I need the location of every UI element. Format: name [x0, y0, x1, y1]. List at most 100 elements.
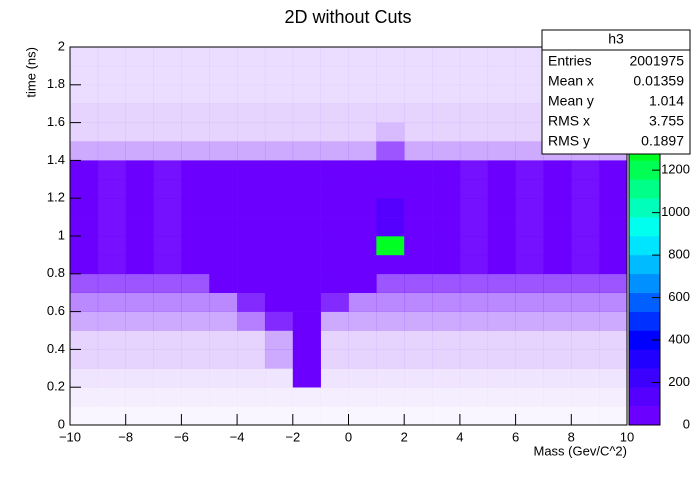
- heatmap-cell: [209, 103, 238, 123]
- heatmap-cell: [292, 179, 321, 199]
- chart-title: 2D without Cuts: [284, 7, 411, 27]
- x-tick-label: 6: [512, 429, 519, 444]
- stats-label: Mean x: [548, 73, 594, 89]
- heatmap-cell: [459, 236, 489, 256]
- heatmap-cell: [292, 236, 321, 256]
- heatmap-cell: [153, 65, 182, 86]
- colorbar-tick-label: 200: [668, 374, 690, 389]
- heatmap-cell: [181, 198, 210, 218]
- heatmap-cell: [181, 273, 210, 293]
- heatmap-cell: [571, 217, 600, 237]
- heatmap-cell: [125, 254, 154, 275]
- heatmap-cell: [209, 254, 238, 275]
- heatmap-cell: [209, 179, 238, 199]
- heatmap-cell: [404, 330, 433, 350]
- heatmap-cell: [432, 330, 461, 350]
- x-tick-label: −6: [174, 429, 189, 444]
- heatmap-cell: [70, 122, 99, 142]
- heatmap-cell: [348, 217, 377, 237]
- heatmap-cell: [571, 406, 599, 425]
- heatmap-cell: [292, 254, 321, 275]
- heatmap-cell: [292, 65, 321, 86]
- heatmap-cell: [487, 122, 516, 142]
- heatmap-cell: [404, 122, 433, 142]
- heatmap-cell: [515, 122, 544, 142]
- y-tick-label: 0.8: [47, 265, 65, 280]
- heatmap-cell: [404, 311, 433, 331]
- heatmap-cell: [487, 217, 516, 237]
- heatmap-cell: [153, 349, 182, 369]
- heatmap-cell: [348, 179, 377, 199]
- heatmap-cell: [181, 217, 210, 237]
- heatmap-cell: [70, 292, 99, 312]
- colorbar-band: [629, 160, 660, 180]
- heatmap-cell: [70, 141, 99, 161]
- colorbar-tick-label: 800: [668, 247, 690, 262]
- heatmap-cell: [97, 84, 126, 104]
- heatmap-cell: [70, 349, 99, 369]
- heatmap-cell: [376, 47, 405, 67]
- heatmap-cell: [70, 236, 99, 256]
- heatmap-cell: [349, 406, 377, 425]
- heatmap-cell: [515, 368, 544, 388]
- heatmap-cell: [320, 103, 349, 123]
- heatmap-cell: [153, 368, 182, 388]
- heatmap-cell: [264, 84, 294, 104]
- heatmap-cell: [432, 217, 461, 237]
- heatmap-cell: [264, 160, 294, 180]
- heatmap-cell: [209, 292, 238, 312]
- heatmap-cell: [515, 236, 544, 256]
- heatmap-cell: [97, 141, 126, 161]
- heatmap-cell: [70, 65, 99, 86]
- x-tick-label: 2: [401, 429, 408, 444]
- heatmap-cell: [404, 349, 433, 369]
- heatmap-cell: [348, 198, 377, 218]
- heatmap-cell: [487, 311, 516, 331]
- heatmap-cell: [125, 122, 154, 142]
- x-tick-label: −2: [285, 429, 300, 444]
- heatmap-cell: [459, 103, 489, 123]
- heatmap-cell: [320, 47, 349, 67]
- heatmap-cell: [599, 311, 628, 331]
- colorbar-band: [629, 179, 660, 199]
- heatmap-cell: [571, 292, 600, 312]
- heatmap-cell: [125, 273, 154, 293]
- heatmap-cell: [432, 179, 461, 199]
- heatmap-cell: [97, 292, 126, 312]
- heatmap-cell: [97, 217, 126, 237]
- heatmap-cell: [543, 311, 572, 331]
- heatmap-cell: [320, 141, 349, 161]
- heatmap-cell: [153, 217, 182, 237]
- x-tick-label: 0: [345, 429, 352, 444]
- heatmap-cell: [153, 387, 182, 407]
- heatmap-cell: [97, 122, 126, 142]
- colorbar-tick-label: 1200: [661, 162, 690, 177]
- heatmap-cell: [432, 122, 461, 142]
- heatmap-cell: [376, 65, 405, 86]
- heatmap-cell: [292, 292, 321, 312]
- heatmap-cell: [348, 330, 377, 350]
- heatmap-cell: [97, 103, 126, 123]
- heatmap-cell: [599, 330, 628, 350]
- heatmap-cell: [97, 236, 126, 256]
- heatmap-cell: [237, 387, 266, 407]
- heatmap-cell: [376, 103, 405, 123]
- heatmap-cell: [237, 311, 266, 331]
- heatmap-cell: [599, 160, 628, 180]
- heatmap-cell: [320, 292, 349, 312]
- heatmap-cell: [70, 330, 99, 350]
- heatmap-cell: [181, 65, 210, 86]
- stats-label: Entries: [548, 53, 592, 69]
- heatmap-cell: [348, 122, 377, 142]
- heatmap-cell: [404, 254, 433, 275]
- heatmap-cell: [515, 103, 544, 123]
- colorbar-band: [629, 254, 660, 275]
- heatmap-cell: [376, 330, 405, 350]
- heatmap-cell: [404, 160, 433, 180]
- heatmap-cell: [264, 236, 294, 256]
- heatmap-cell: [237, 273, 266, 293]
- heatmap-cell: [153, 330, 182, 350]
- heatmap-cell: [237, 47, 266, 67]
- heatmap-cell: [70, 406, 98, 425]
- heatmap-cell: [376, 387, 405, 407]
